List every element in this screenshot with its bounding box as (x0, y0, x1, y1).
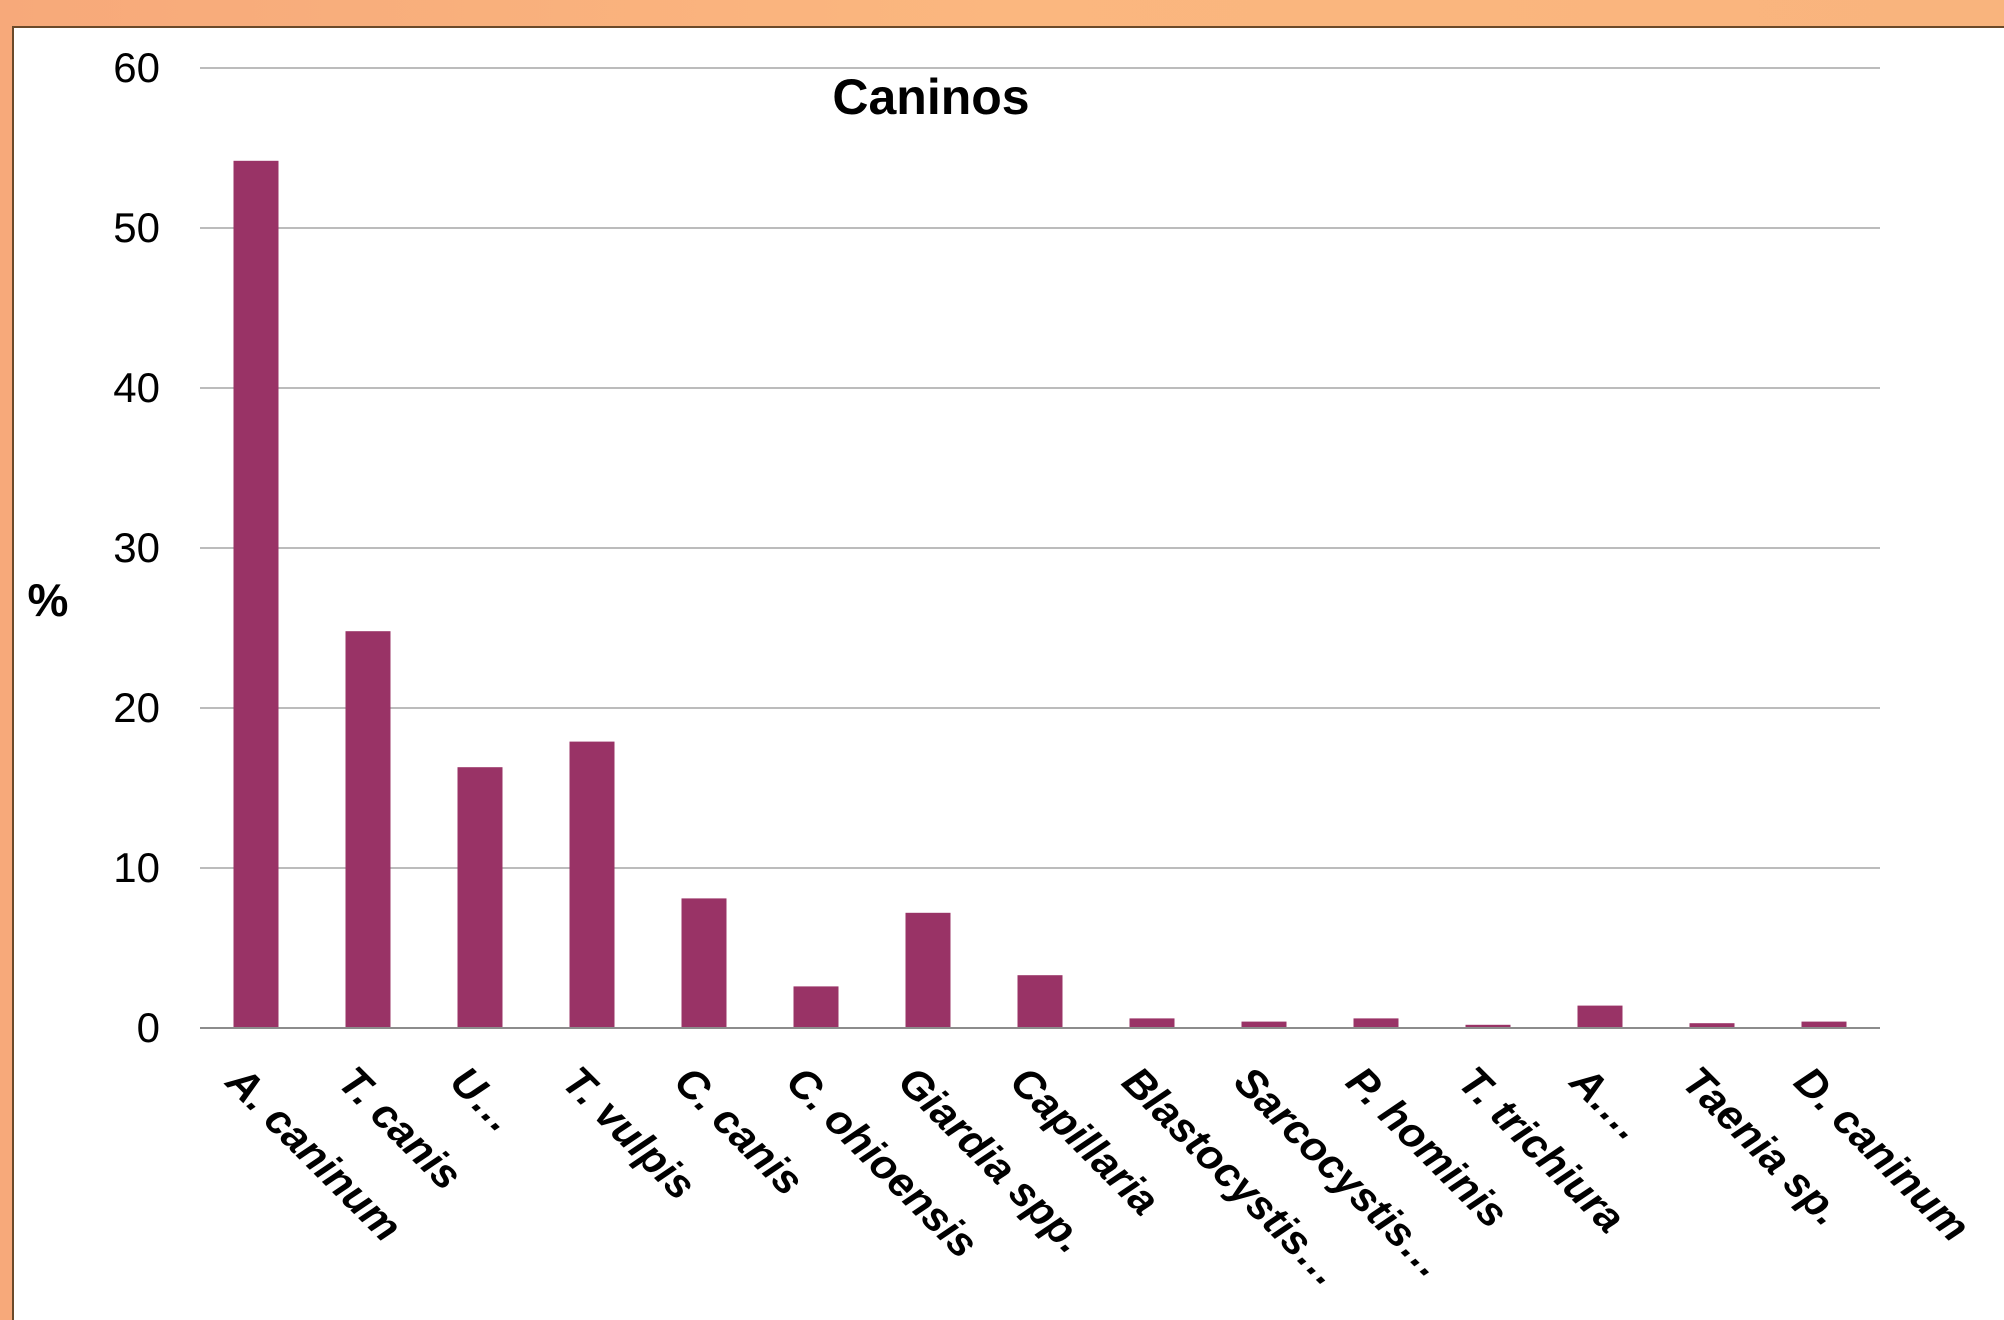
bar (1465, 1024, 1511, 1028)
bar (1577, 1005, 1623, 1028)
chart-frame: 0 10 20 30 40 50 60 A. caninum T. canis U… T. vul… (12, 26, 2004, 1320)
y-tick-label: 30 (113, 524, 160, 571)
bar (569, 741, 615, 1028)
bar (1689, 1023, 1735, 1028)
y-tick-label: 10 (113, 844, 160, 891)
y-tick-label: 20 (113, 684, 160, 731)
bar (233, 160, 279, 1029)
y-tick-label: 40 (113, 364, 160, 411)
bar (1017, 975, 1063, 1028)
bar (1801, 1021, 1847, 1028)
x-category-label: C. ohioensis (778, 1057, 988, 1267)
x-category-label: U… (442, 1057, 526, 1141)
bar (681, 898, 727, 1028)
gridlines (200, 67, 1880, 869)
y-tick-label: 0 (137, 1004, 160, 1051)
bar (345, 631, 391, 1028)
bar (793, 986, 839, 1028)
bar (1353, 1018, 1399, 1028)
bars (233, 160, 1847, 1029)
y-tick-label: 60 (113, 44, 160, 91)
bar (457, 767, 503, 1028)
chart-title: Caninos (832, 69, 1029, 125)
bar (905, 912, 951, 1028)
y-axis-ticks: 0 10 20 30 40 50 60 (113, 44, 160, 1051)
x-category-label: A.… (1561, 1056, 1654, 1149)
bar (1241, 1021, 1287, 1028)
bar (1129, 1018, 1175, 1028)
y-axis-label: % (28, 574, 69, 626)
y-tick-label: 50 (113, 204, 160, 251)
